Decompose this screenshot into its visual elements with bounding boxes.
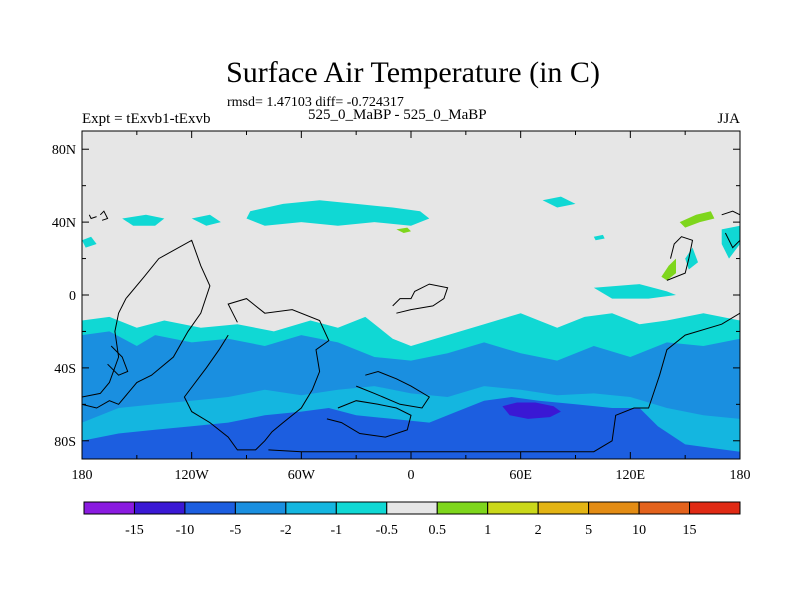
colorbar-swatch bbox=[133, 501, 186, 515]
coastline-7 bbox=[666, 236, 694, 281]
coastline-6 bbox=[392, 283, 449, 314]
axes: 180 120W 60W 0 60E 120E 180 80N 40N 0 40S 80S bbox=[52, 131, 751, 483]
contour-region-6 bbox=[122, 214, 165, 226]
x-tick-label: 180 bbox=[730, 468, 751, 483]
colorbar-label: -0.5 bbox=[376, 523, 398, 538]
colorbar-label: 5 bbox=[585, 523, 592, 538]
colorbar-label: -2 bbox=[280, 523, 292, 538]
colorbar: -15 -10 -5 -2 -1 -0.5 0.5 1 2 5 10 15 bbox=[83, 501, 741, 538]
x-tick-label: 180 bbox=[72, 468, 93, 483]
experiment-label: Expt = tExvb1-tExvb bbox=[82, 111, 211, 127]
coastline-11 bbox=[107, 345, 129, 376]
coastline-3 bbox=[268, 312, 740, 453]
contour-region-14 bbox=[396, 227, 411, 233]
contour-region-16 bbox=[661, 258, 676, 281]
y-tick-label: 40S bbox=[54, 362, 76, 377]
colorbar-swatch bbox=[386, 501, 438, 515]
contour-region-15 bbox=[679, 211, 715, 228]
y-tick-label: 40N bbox=[52, 216, 76, 231]
contour-region-10 bbox=[593, 284, 676, 299]
coastline-0 bbox=[82, 239, 211, 409]
colorbar-swatch bbox=[689, 501, 741, 515]
colorbar-label: 0.5 bbox=[428, 523, 446, 538]
y-tick-label: 0 bbox=[69, 289, 76, 304]
colorbar-swatch bbox=[83, 501, 135, 515]
y-tick-label: 80N bbox=[52, 143, 76, 158]
x-tick-label: 120E bbox=[616, 468, 646, 483]
contour-region-13 bbox=[82, 236, 97, 248]
coastline-5 bbox=[356, 370, 431, 409]
y-tick-label: 80S bbox=[54, 435, 76, 450]
colorbar-swatch bbox=[234, 501, 287, 515]
colorbar-label: 1 bbox=[484, 523, 491, 538]
contour-region-5 bbox=[246, 200, 430, 226]
season-label: JJA bbox=[717, 111, 740, 127]
x-tick-label: 60W bbox=[288, 468, 316, 483]
contour-region-7 bbox=[191, 214, 221, 226]
x-tick-label: 120W bbox=[175, 468, 210, 483]
coastline-9 bbox=[99, 210, 109, 221]
colorbar-swatch bbox=[638, 501, 691, 515]
contour-region-4 bbox=[82, 313, 740, 361]
colorbar-label: 2 bbox=[535, 523, 542, 538]
colorbar-label: -1 bbox=[330, 523, 342, 538]
colorbar-label: -5 bbox=[230, 523, 242, 538]
x-tick-label: 0 bbox=[408, 468, 415, 483]
x-tick-label: 60E bbox=[509, 468, 532, 483]
colorbar-swatch bbox=[335, 501, 388, 515]
colorbar-swatch bbox=[285, 501, 337, 515]
chart-subtitle: rmsd= 1.47103 diff= -0.724317 bbox=[227, 95, 404, 110]
period-label: 525_0_MaBP - 525_0_MaBP bbox=[308, 107, 487, 123]
coastline-4 bbox=[326, 400, 412, 438]
colorbar-swatch bbox=[184, 501, 236, 515]
coastline-10 bbox=[88, 214, 97, 220]
colorbar-label: -10 bbox=[176, 523, 195, 538]
contour-region-2 bbox=[82, 397, 740, 459]
colorbar-swatch bbox=[436, 501, 489, 515]
chart-title: Surface Air Temperature (in C) bbox=[226, 56, 600, 89]
coastline-2 bbox=[183, 298, 330, 451]
colorbar-swatch bbox=[487, 501, 539, 515]
coastlines bbox=[82, 210, 740, 459]
colorbar-label: 15 bbox=[683, 523, 697, 538]
contour-region-12 bbox=[593, 234, 605, 241]
contour-region-11 bbox=[685, 247, 698, 270]
contour-regions bbox=[82, 196, 740, 459]
contour-region-8 bbox=[542, 196, 576, 208]
colorbar-label: 10 bbox=[632, 523, 646, 538]
coastline-8 bbox=[721, 210, 740, 249]
colorbar-swatch bbox=[588, 501, 640, 515]
colorbar-swatch bbox=[537, 501, 590, 515]
contour-region-3 bbox=[502, 402, 561, 419]
colorbar-label: -15 bbox=[125, 523, 144, 538]
